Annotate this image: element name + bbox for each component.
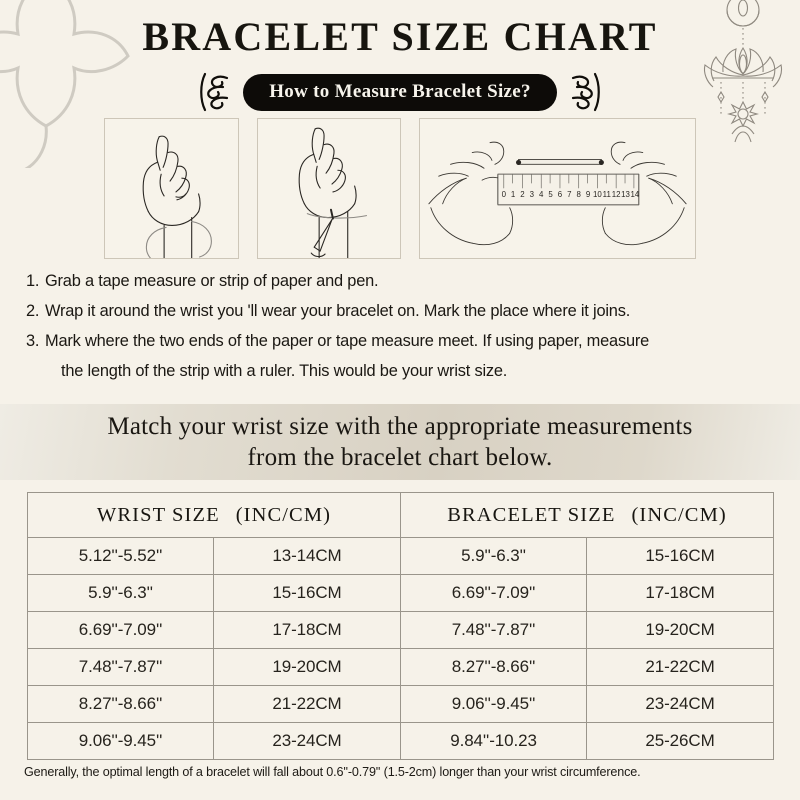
ruler-tick-labels: 0 1 2 3 4 5 6 7 8 9 10 11 12 13 14 [502,190,640,199]
ruler-tick-label: 7 [567,190,571,199]
table-cell: 9.06''-9.45'' [400,685,588,723]
ruler-tick-label: 1 [511,190,515,199]
header-unit-bracelet: (INC/CM) [631,503,727,526]
size-table-wrapper: WRIST SIZE (INC/CM) BRACELET SIZE (INC/CM)… [26,492,775,760]
table-row: 8.27''-8.66'' 21-22CM 9.06''-9.45'' 23-24CM [27,685,775,723]
footer-note: Generally, the optimal length of a brace… [24,765,641,779]
table-cell: 21-22CM [586,648,775,686]
step-text-line1: Mark where the two ends of the paper or … [45,332,650,350]
table-body: 5.12''-5.52'' 13-14CM 5.9''-6.3'' 15-16CM 5.… [27,537,775,760]
ruler-tick-label: 0 [502,190,507,199]
ruler-tick-label: 12 [612,190,621,199]
table-cell: 8.27''-8.66'' [27,685,214,723]
banner-line-2: from the bracelet chart below. [247,444,553,471]
illustration-hands-measuring-with-ruler: 0 1 2 3 4 5 6 7 8 9 10 11 12 13 14 [419,118,696,259]
table-cell: 15-16CM [212,574,402,612]
table-row: 5.12''-5.52'' 13-14CM 5.9''-6.3'' 15-16CM [27,537,775,575]
table-cell: 6.69''-7.09'' [400,574,588,612]
table-cell: 5.9''-6.3'' [27,574,214,612]
table-cell: 9.84''-10.23 [400,722,588,760]
banner-line-1: Match your wrist size with the appropria… [107,413,693,440]
table-cell: 8.27''-8.66'' [400,648,588,686]
step-text: Wrap it around the wrist you 'll wear yo… [45,302,631,320]
table-cell: 17-18CM [212,611,402,649]
subtitle-row: How to Measure Bracelet Size? [0,72,800,112]
illustration-hand-with-tape-measure [104,118,239,259]
table-cell: 13-14CM [212,537,402,575]
table-cell: 9.06''-9.45'' [27,722,214,760]
header-main-wrist: WRIST SIZE [96,503,220,526]
ruler-tick-label: 9 [586,190,590,199]
table-cell: 19-20CM [212,648,402,686]
lotus-mandala-decoration-icon [703,0,783,143]
step-number: 2. [26,302,40,320]
list-item: 2. Wrap it around the wrist you 'll wear… [26,296,778,326]
ruler-tick-label: 2 [520,190,524,199]
column-header-bracelet-size: BRACELET SIZE (INC/CM) [400,492,775,538]
table-cell: 7.48''-7.87'' [400,611,588,649]
ruler-tick-label: 8 [576,190,581,199]
table-cell: 25-26CM [586,722,775,760]
match-wrist-banner: Match your wrist size with the appropria… [0,404,800,480]
table-cell: 5.9''-6.3'' [400,537,588,575]
measure-steps-list: 1. Grab a tape measure or strip of paper… [26,266,778,386]
step-number: 3. [26,332,40,350]
list-item: 1. Grab a tape measure or strip of paper… [26,266,778,296]
step-text: Mark where the two ends of the paper or … [45,326,778,386]
table-cell: 19-20CM [586,611,775,649]
header-unit-wrist: (INC/CM) [235,503,332,526]
flourish-right-icon [571,72,600,112]
table-cell: 15-16CM [586,537,775,575]
table-cell: 17-18CM [586,574,775,612]
step-number: 1. [26,272,40,290]
table-row: 6.69''-7.09'' 17-18CM 7.48''-7.87'' 19-20CM [27,611,775,649]
illustration-row: 0 1 2 3 4 5 6 7 8 9 10 11 12 13 14 [0,118,800,259]
column-header-wrist-size: WRIST SIZE (INC/CM) [26,492,402,538]
ruler-tick-label: 3 [530,190,535,199]
banner-text: Match your wrist size with the appropria… [107,411,692,473]
step-text: Grab a tape measure or strip of paper an… [45,272,379,290]
table-cell: 5.12''-5.52'' [27,537,214,575]
table-row: 5.9''-6.3'' 15-16CM 6.69''-7.09'' 17-18CM [27,574,775,612]
header-main-bracelet: BRACELET SIZE [447,503,616,526]
illustration-hand-with-pen-marking [257,118,401,259]
step-text-line2: the length of the strip with a ruler. Th… [61,362,508,380]
ruler-tick-label: 6 [558,190,563,199]
ruler-tick-label: 14 [631,190,640,199]
table-row: 9.06''-9.45'' 23-24CM 9.84''-10.23 25-26CM [27,722,775,760]
list-item: 3. Mark where the two ends of the paper … [26,326,778,386]
ruler-tick-label: 5 [548,190,553,199]
how-to-measure-badge: How to Measure Bracelet Size? [243,73,557,111]
bracelet-size-table: WRIST SIZE (INC/CM) BRACELET SIZE (INC/CM)… [26,492,775,760]
table-cell: 23-24CM [212,722,402,760]
ruler-tick-label: 11 [603,190,611,199]
table-cell: 21-22CM [212,685,402,723]
ruler-tick-label: 10 [593,190,602,199]
mandala-flower-decoration-icon [0,0,130,168]
table-cell: 7.48''-7.87'' [27,648,214,686]
flourish-left-icon [200,72,229,112]
ruler-tick-label: 13 [621,190,630,199]
table-cell: 6.69''-7.09'' [27,611,214,649]
table-header-row: WRIST SIZE (INC/CM) BRACELET SIZE (INC/CM) [26,492,775,538]
table-row: 7.48''-7.87'' 19-20CM 8.27''-8.66'' 21-22CM [27,648,775,686]
ruler-tick-label: 4 [539,190,544,199]
page-title: BRACELET SIZE CHART [142,14,658,59]
table-cell: 23-24CM [586,685,775,723]
